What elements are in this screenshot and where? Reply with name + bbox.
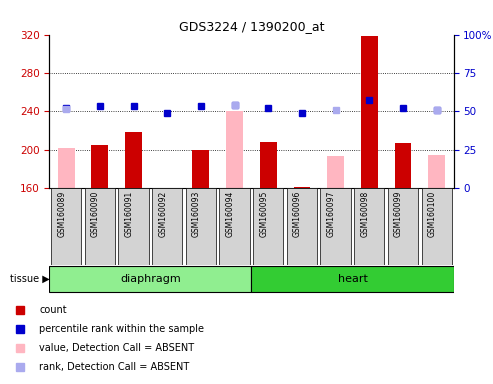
Bar (125, 132, 142, 188)
Bar (260, 142, 277, 188)
Text: heart: heart (338, 274, 367, 284)
Bar (192, 150, 210, 188)
Text: GSM160091: GSM160091 (125, 190, 134, 237)
Text: diaphragm: diaphragm (120, 274, 181, 284)
Text: count: count (39, 305, 67, 314)
FancyBboxPatch shape (354, 188, 385, 265)
Title: GDS3224 / 1390200_at: GDS3224 / 1390200_at (178, 20, 324, 33)
Text: GSM160098: GSM160098 (360, 190, 369, 237)
Text: GSM160095: GSM160095 (259, 190, 268, 237)
Text: value, Detection Call = ABSENT: value, Detection Call = ABSENT (39, 343, 195, 353)
FancyBboxPatch shape (49, 266, 251, 292)
FancyBboxPatch shape (186, 188, 216, 265)
FancyBboxPatch shape (251, 266, 454, 292)
FancyBboxPatch shape (85, 188, 115, 265)
FancyBboxPatch shape (253, 188, 283, 265)
Text: percentile rank within the sample: percentile rank within the sample (39, 324, 205, 334)
Text: GSM160100: GSM160100 (428, 190, 437, 237)
Text: GSM160092: GSM160092 (158, 190, 167, 237)
Bar (293, 187, 311, 188)
FancyBboxPatch shape (118, 188, 149, 265)
FancyBboxPatch shape (51, 188, 81, 265)
Text: GSM160089: GSM160089 (57, 190, 66, 237)
FancyBboxPatch shape (219, 188, 250, 265)
FancyBboxPatch shape (422, 188, 452, 265)
FancyBboxPatch shape (388, 188, 418, 265)
Text: rank, Detection Call = ABSENT: rank, Detection Call = ABSENT (39, 362, 190, 372)
Bar (58, 148, 74, 188)
FancyBboxPatch shape (320, 188, 351, 265)
Bar (327, 157, 344, 188)
FancyBboxPatch shape (152, 188, 182, 265)
Bar (226, 111, 243, 188)
Text: GSM160090: GSM160090 (91, 190, 100, 237)
Text: GSM160097: GSM160097 (327, 190, 336, 237)
Bar (428, 155, 445, 188)
Bar (361, 36, 378, 188)
Text: GSM160094: GSM160094 (226, 190, 235, 237)
FancyBboxPatch shape (287, 188, 317, 265)
Text: GSM160096: GSM160096 (293, 190, 302, 237)
Bar (394, 143, 412, 188)
Bar (91, 145, 108, 188)
Text: GSM160099: GSM160099 (394, 190, 403, 237)
Text: GSM160093: GSM160093 (192, 190, 201, 237)
Text: tissue ▶: tissue ▶ (9, 274, 49, 284)
